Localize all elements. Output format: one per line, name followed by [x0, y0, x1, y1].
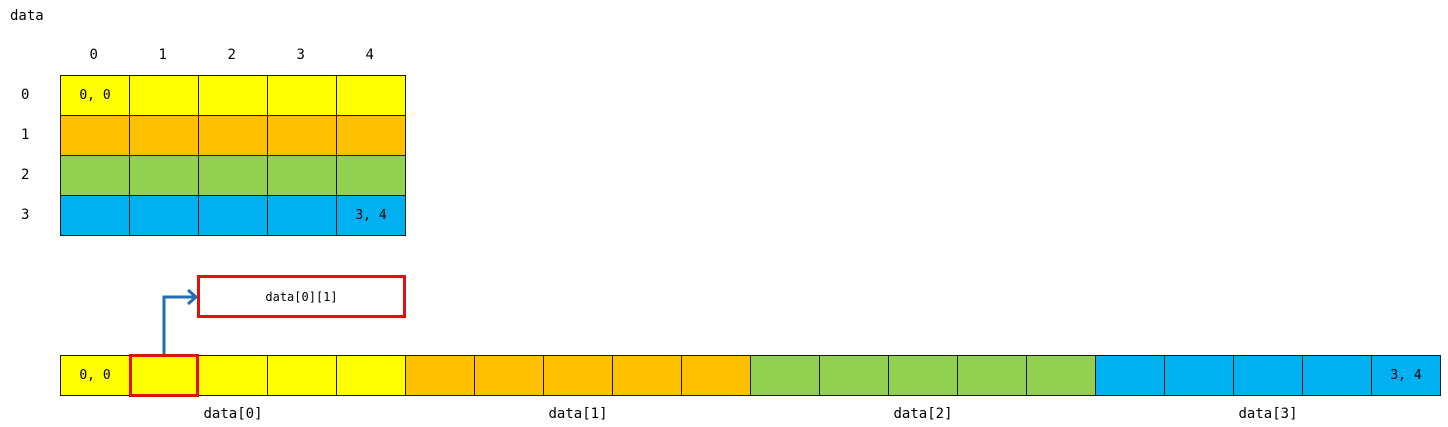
row-group-label: data[1]: [548, 406, 608, 422]
grid-cell: [129, 75, 199, 116]
grid-cell: [129, 115, 199, 156]
element-access-callout: data[0][1]: [197, 275, 406, 318]
flat-cell: [957, 355, 1027, 396]
row-header: 1: [21, 127, 30, 143]
grid-cell: [198, 115, 268, 156]
arrow-line: [162, 295, 196, 354]
column-header: 1: [158, 47, 167, 63]
flat-cell: [1233, 355, 1303, 396]
row-header: 2: [21, 167, 30, 183]
flat-cell: [198, 355, 268, 396]
grid-cell: [336, 75, 406, 116]
grid-cell: [60, 195, 130, 236]
grid-cell: [198, 75, 268, 116]
flat-cell: 3, 4: [1371, 355, 1441, 396]
flat-cell: [474, 355, 544, 396]
diagram-title: data: [10, 8, 44, 24]
column-header: 4: [365, 47, 374, 63]
flat-cell: 0, 0: [60, 355, 130, 396]
grid-cell: [336, 155, 406, 196]
flat-cell: [1302, 355, 1372, 396]
flat-cell: [1095, 355, 1165, 396]
highlighted-element: [129, 354, 199, 397]
arrow-head: [187, 288, 199, 306]
grid-cell: [336, 115, 406, 156]
flat-cell: [819, 355, 889, 396]
flat-cell: [888, 355, 958, 396]
flat-cell: [267, 355, 337, 396]
flat-cell: [543, 355, 613, 396]
row-group-label: data[0]: [203, 406, 263, 422]
column-header: 0: [89, 47, 98, 63]
flat-cell: [1164, 355, 1234, 396]
flat-cell: [1026, 355, 1096, 396]
row-header: 0: [21, 87, 30, 103]
grid-cell: 3, 4: [336, 195, 406, 236]
grid-cell: [198, 155, 268, 196]
row-group-label: data[2]: [893, 406, 953, 422]
flat-cell: [681, 355, 751, 396]
flat-cell: [405, 355, 475, 396]
grid-cell: [267, 195, 337, 236]
flat-cell: [612, 355, 682, 396]
grid-cell: [267, 155, 337, 196]
flat-cell: [750, 355, 820, 396]
grid-cell: [60, 115, 130, 156]
grid-cell: 0, 0: [60, 75, 130, 116]
flat-cell: [336, 355, 406, 396]
column-header: 2: [227, 47, 236, 63]
column-header: 3: [296, 47, 305, 63]
row-group-label: data[3]: [1238, 406, 1298, 422]
row-header: 3: [21, 207, 30, 223]
